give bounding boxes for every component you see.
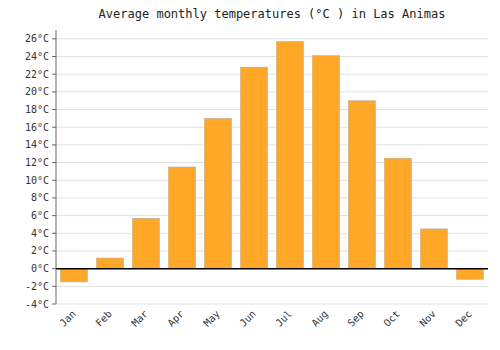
- tick-label: 12°C: [25, 157, 49, 168]
- grid-line: [56, 180, 488, 181]
- tick-label: Nov: [417, 308, 438, 329]
- bar: [313, 56, 340, 269]
- tick-mark: [52, 162, 56, 163]
- tick-label: -2°C: [25, 281, 49, 292]
- bar: [205, 118, 232, 268]
- tick-label: 26°C: [25, 33, 49, 44]
- tick-mark: [52, 38, 56, 39]
- grid-line: [56, 91, 488, 92]
- tick-label: Jun: [237, 308, 258, 329]
- tick-mark: [52, 127, 56, 128]
- tick-mark: [52, 180, 56, 181]
- tick-label: Dec: [453, 308, 474, 329]
- tick-mark: [52, 56, 56, 57]
- tick-label: 18°C: [25, 104, 49, 115]
- grid-line: [56, 38, 488, 39]
- tick-label: 8°C: [31, 192, 49, 203]
- tick-label: May: [201, 308, 222, 329]
- bar: [61, 269, 88, 282]
- tick-mark: [52, 268, 56, 269]
- bars: [61, 41, 484, 281]
- bar: [169, 167, 196, 269]
- bar: [349, 101, 376, 269]
- x-axis: Jan Feb Mar Apr May Jun Jul Aug Sep Oct Nov Dec: [57, 308, 474, 329]
- grid-line: [56, 162, 488, 163]
- tick-label: 20°C: [25, 86, 49, 97]
- grid-line: [56, 286, 488, 287]
- tick-mark: [52, 304, 56, 305]
- tick-label: -4°C: [25, 299, 49, 310]
- tick-label: 6°C: [31, 210, 49, 221]
- tick-mark: [52, 250, 56, 251]
- grid-line: [56, 197, 488, 198]
- tick-label: Aug: [309, 308, 330, 329]
- tick-mark: [52, 286, 56, 287]
- grid-line: [56, 127, 488, 128]
- tick-label: Mar: [129, 308, 150, 329]
- tick-label: 0°C: [31, 263, 49, 274]
- grid-line: [56, 56, 488, 57]
- grid: [56, 39, 488, 304]
- grid-line: [56, 304, 488, 305]
- tick-mark: [52, 215, 56, 216]
- bar: [133, 218, 160, 268]
- grid-line: [56, 215, 488, 216]
- bar: [241, 67, 268, 269]
- axis-line: [56, 30, 57, 304]
- tick-mark: [52, 109, 56, 110]
- bar: [385, 158, 412, 268]
- grid-line: [56, 144, 488, 145]
- tick-label: Sep: [345, 308, 366, 329]
- tick-mark: [52, 74, 56, 75]
- bar: [457, 269, 484, 280]
- tick-label: 22°C: [25, 69, 49, 80]
- tick-mark: [52, 233, 56, 234]
- bar: [421, 229, 448, 269]
- zero-line: [56, 268, 488, 270]
- grid-line: [56, 109, 488, 110]
- grid-line: [56, 268, 488, 269]
- tick-label: Jul: [273, 308, 294, 329]
- tick-label: 2°C: [31, 245, 49, 256]
- tick-label: Feb: [93, 308, 114, 329]
- tick-mark: [52, 144, 56, 145]
- title: Average monthly temperatures (°C ) in La…: [99, 7, 446, 21]
- tick-label: Jan: [57, 308, 78, 329]
- bar: [97, 258, 124, 269]
- grid-line: [56, 74, 488, 75]
- tick-mark: [52, 197, 56, 198]
- y-axis: -4°C -2°C 0°C 2°C 4°C 6°C 8°C 10°C 12°C 14°C 16°C 1…: [25, 33, 56, 309]
- tick-mark: [52, 91, 56, 92]
- tick-label: Oct: [381, 308, 402, 329]
- tick-label: Apr: [165, 308, 186, 329]
- tick-label: 16°C: [25, 122, 49, 133]
- chart: -4°C -2°C 0°C 2°C 4°C 6°C 8°C 10°C 12°C 14°C 16°C 1…: [0, 0, 500, 350]
- tick-label: 4°C: [31, 228, 49, 239]
- tick-label: 10°C: [25, 175, 49, 186]
- tick-label: 24°C: [25, 51, 49, 62]
- bar: [277, 41, 304, 268]
- tick-label: 14°C: [25, 139, 49, 150]
